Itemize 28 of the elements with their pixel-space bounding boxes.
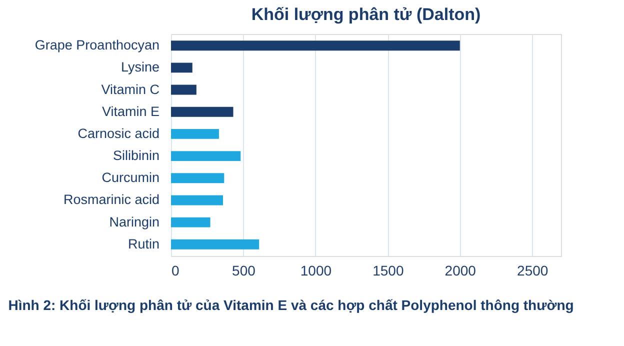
y-tick-label: Curcumin bbox=[102, 170, 160, 186]
y-tick-label: Naringin bbox=[109, 214, 160, 230]
y-tick-label: Vitamin C bbox=[101, 82, 160, 97]
bar bbox=[171, 40, 460, 51]
bar bbox=[171, 128, 219, 139]
bar bbox=[171, 84, 196, 95]
chart-title: Khối lượng phân tử (Dalton) bbox=[251, 5, 481, 24]
bar bbox=[171, 173, 224, 184]
x-tick-label: 2000 bbox=[444, 262, 476, 278]
y-tick-label: Lysine bbox=[120, 60, 160, 75]
x-tick-label: 500 bbox=[232, 262, 256, 278]
y-tick-label: Rutin bbox=[128, 236, 160, 252]
bar bbox=[171, 62, 192, 73]
bar bbox=[171, 239, 260, 250]
bar bbox=[171, 217, 210, 228]
bar bbox=[171, 106, 234, 117]
x-tick-label: 0 bbox=[172, 262, 180, 278]
y-tick-label: Rosmarinic acid bbox=[63, 192, 160, 208]
y-tick-label: Silibinin bbox=[112, 148, 160, 164]
x-tick-label: 1000 bbox=[300, 262, 332, 278]
x-tick-label: 2500 bbox=[517, 262, 548, 278]
y-tick-label: Grape Proanthocyan bbox=[34, 38, 160, 53]
bar bbox=[171, 195, 223, 206]
text: Hình 2: Khối lượng phân tử của Vitamin E và các hợp chất Polyphenol thông thường bbox=[8, 297, 574, 313]
bar bbox=[171, 151, 241, 162]
y-tick-label: Vitamin E bbox=[102, 104, 160, 119]
x-tick-label: 1500 bbox=[372, 262, 404, 278]
y-tick-label: Carnosic acid bbox=[78, 126, 160, 141]
